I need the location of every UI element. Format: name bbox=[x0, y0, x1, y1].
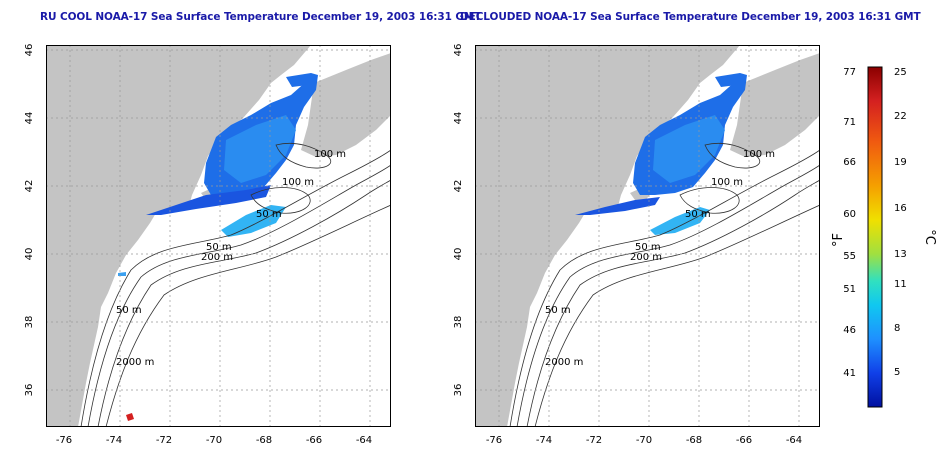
lat-tick-label: 42 bbox=[24, 180, 35, 193]
lat-tick-label: 38 bbox=[453, 316, 464, 329]
lat-tick-label: 40 bbox=[453, 248, 464, 261]
contour-label: 50 m bbox=[545, 305, 571, 316]
c-tick-label: 13 bbox=[894, 249, 907, 260]
sst-map-raw-canvas: 100 m 100 m 50 m 50 m 200 m 50 m 2000 m bbox=[46, 45, 392, 428]
lon-tick-label: -66 bbox=[306, 435, 322, 446]
lon-tick-label: -70 bbox=[206, 435, 222, 446]
sst-shelf-patch bbox=[221, 205, 286, 237]
sst-map-raw: 100 m 100 m 50 m 50 m 200 m 50 m 2000 m bbox=[46, 45, 392, 428]
sst-map-declouded-canvas: 100 m 100 m 50 m 50 m 200 m 50 m 2000 m bbox=[475, 45, 821, 428]
lon-tick-label: -68 bbox=[686, 435, 702, 446]
contour-label: 100 m bbox=[282, 177, 314, 188]
contour-label: 50 m bbox=[116, 305, 142, 316]
contour-label: 50 m bbox=[256, 209, 282, 220]
land-nova-scotia bbox=[301, 53, 391, 157]
lon-tick-label: -72 bbox=[586, 435, 602, 446]
sst-gulf-inner bbox=[224, 115, 296, 183]
lon-tick-label: -74 bbox=[106, 435, 122, 446]
lon-tick-label: -70 bbox=[636, 435, 652, 446]
f-tick-label: 66 bbox=[843, 157, 856, 168]
sst-north-patch bbox=[286, 73, 318, 87]
lon-tick-label: -66 bbox=[736, 435, 752, 446]
temperature-colorbar: 77 71 66 60 55 51 46 41 25 22 19 16 13 1… bbox=[831, 66, 937, 408]
sst-north-patch bbox=[715, 73, 747, 87]
lon-tick-label: -76 bbox=[56, 435, 72, 446]
lat-tick-label: 36 bbox=[453, 384, 464, 397]
contour-label: 2000 m bbox=[116, 357, 154, 368]
contour-label: 100 m bbox=[743, 149, 775, 160]
c-tick-label: 16 bbox=[894, 203, 907, 214]
lat-lon-grid bbox=[475, 45, 820, 427]
lat-tick-label: 44 bbox=[453, 112, 464, 125]
land-mass bbox=[46, 45, 311, 427]
bathymetry-contours bbox=[509, 142, 821, 428]
lat-tick-label: 36 bbox=[24, 384, 35, 397]
f-tick-label: 41 bbox=[843, 368, 856, 379]
map-title-right: DECLOUDED NOAA-17 Sea Surface Temperatur… bbox=[460, 11, 921, 23]
c-tick-label: 8 bbox=[894, 323, 900, 334]
c-tick-label: 11 bbox=[894, 279, 907, 290]
lon-tick-label: -76 bbox=[486, 435, 502, 446]
sst-south-strip bbox=[146, 185, 271, 215]
celsius-unit-label: °C bbox=[922, 229, 937, 245]
contour-label: 50 m bbox=[635, 242, 661, 253]
land-mass bbox=[475, 45, 740, 427]
f-tick-label: 51 bbox=[843, 284, 856, 295]
contour-label: 50 m bbox=[685, 209, 711, 220]
lon-tick-label: -68 bbox=[256, 435, 272, 446]
lat-tick-label: 38 bbox=[24, 316, 35, 329]
c-tick-label: 22 bbox=[894, 111, 907, 122]
map-title-left: RU COOL NOAA-17 Sea Surface Temperature … bbox=[40, 11, 482, 23]
contour-label: 2000 m bbox=[545, 357, 583, 368]
c-tick-label: 25 bbox=[894, 67, 907, 78]
f-tick-label: 46 bbox=[843, 325, 856, 336]
land-nova-scotia bbox=[730, 53, 820, 157]
c-tick-label: 19 bbox=[894, 157, 907, 168]
f-tick-label: 71 bbox=[843, 117, 856, 128]
f-tick-label: 60 bbox=[843, 209, 856, 220]
lat-lon-grid bbox=[46, 45, 391, 427]
lat-tick-label: 46 bbox=[24, 44, 35, 57]
f-tick-label: 55 bbox=[843, 251, 856, 262]
contour-label: 100 m bbox=[711, 177, 743, 188]
f-tick-label: 77 bbox=[843, 67, 856, 78]
lon-tick-label: -64 bbox=[786, 435, 802, 446]
contour-label: 200 m bbox=[201, 252, 233, 263]
contour-label: 50 m bbox=[206, 242, 232, 253]
lon-tick-label: -72 bbox=[156, 435, 172, 446]
lon-tick-label: -74 bbox=[536, 435, 552, 446]
lat-tick-label: 40 bbox=[24, 248, 35, 261]
sst-shelf-patch bbox=[650, 207, 710, 235]
c-tick-label: 5 bbox=[894, 367, 900, 378]
sst-warm-dot bbox=[126, 413, 134, 421]
contour-label: 200 m bbox=[630, 252, 662, 263]
fahrenheit-unit-label: °F bbox=[831, 233, 846, 247]
sst-gulf-inner bbox=[653, 115, 725, 183]
lat-tick-label: 44 bbox=[24, 112, 35, 125]
sst-map-declouded: 100 m 100 m 50 m 50 m 200 m 50 m 2000 m bbox=[475, 45, 821, 428]
contour-label: 100 m bbox=[314, 149, 346, 160]
lat-tick-label: 42 bbox=[453, 180, 464, 193]
lat-tick-label: 46 bbox=[453, 44, 464, 57]
lon-tick-label: -64 bbox=[356, 435, 372, 446]
sst-south-strip bbox=[575, 197, 660, 215]
colorbar-gradient bbox=[867, 66, 883, 408]
bathymetry-contours bbox=[80, 142, 392, 428]
